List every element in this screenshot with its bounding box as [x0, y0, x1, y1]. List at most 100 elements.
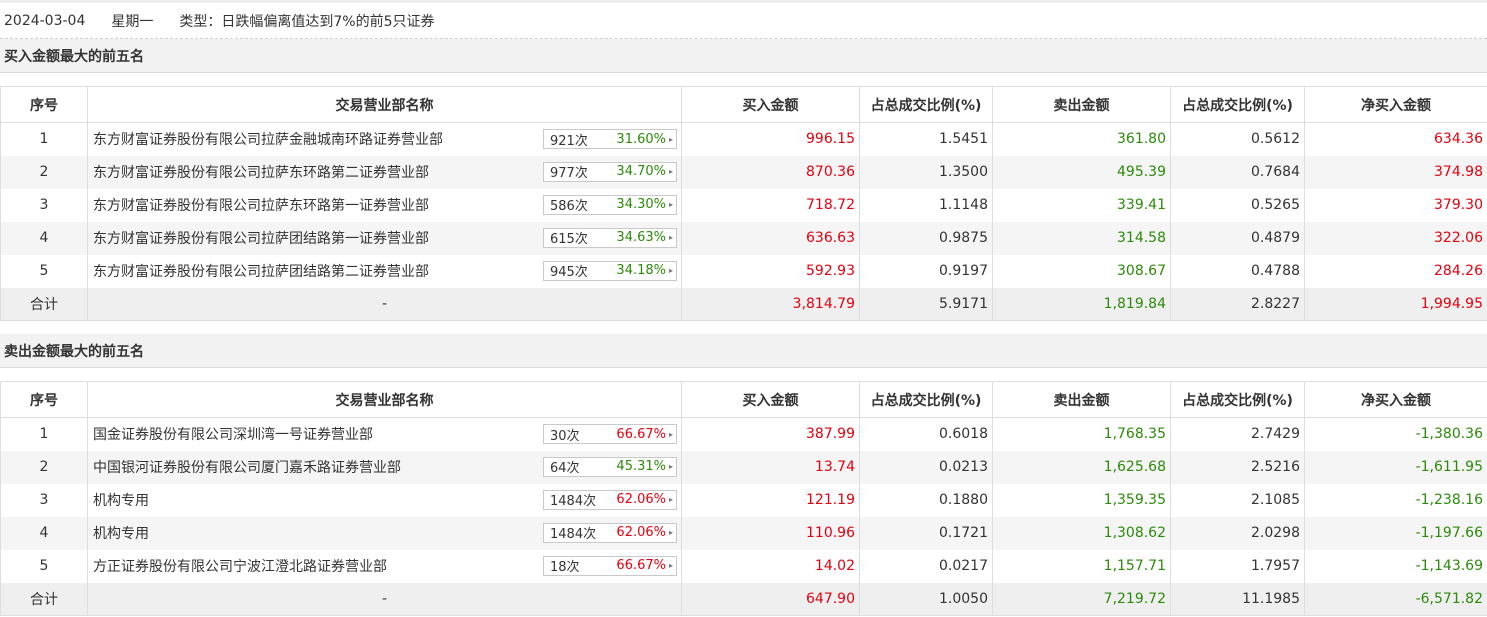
broker-stats-button[interactable]: 1484次 62.06% ▸ — [543, 489, 677, 510]
caret-right-icon: ▸ — [668, 528, 673, 537]
buy-amount: 636.63 — [681, 221, 860, 255]
broker-stats-button[interactable]: 30次 66.67% ▸ — [543, 424, 677, 444]
success-rate: 34.63% — [616, 230, 666, 245]
sell-amount: 1,768.35 — [992, 417, 1171, 451]
buy-top5-title: 买入金额最大的前五名 — [0, 39, 1487, 73]
broker-cell: 东方财富证券股份有限公司拉萨团结路第二证券营业部 945次 34.18% ▸ — [87, 254, 682, 288]
sell-amount: 308.67 — [992, 254, 1171, 288]
table-row[interactable]: 3 东方财富证券股份有限公司拉萨东环路第一证券营业部 586次 34.30% ▸ 718.… — [0, 188, 1487, 222]
total-name: - — [87, 582, 682, 616]
broker-stats-button[interactable]: 945次 34.18% ▸ — [543, 260, 677, 281]
net-amount: 374.98 — [1304, 155, 1487, 189]
broker-stats-button[interactable]: 64次 45.31% ▸ — [543, 456, 677, 477]
table-header-row: 序号 交易营业部名称 买入金额 占总成交比例(%) 卖出金额 占总成交比例(%) 净买入金额 — [0, 86, 1487, 123]
sell-top5-title: 卖出金额最大的前五名 — [0, 334, 1487, 368]
appearance-count: 64次 — [550, 461, 580, 476]
caret-right-icon: ▸ — [668, 200, 673, 209]
rank-cell: 5 — [0, 549, 88, 583]
appearance-count: 586次 — [550, 199, 588, 214]
broker-stats-button[interactable]: 18次 66.67% ▸ — [543, 555, 677, 576]
broker-name-link[interactable]: 东方财富证券股份有限公司拉萨东环路第一证券营业部 — [93, 198, 429, 214]
broker-stats-button[interactable]: 977次 34.70% ▸ — [543, 161, 677, 182]
rank-cell: 1 — [0, 122, 88, 156]
total-sell-amount: 1,819.84 — [992, 287, 1171, 321]
top-divider — [0, 0, 1487, 3]
buy-amount: 14.02 — [681, 549, 860, 583]
buy-ratio: 0.0217 — [859, 549, 993, 583]
buy-ratio: 0.0213 — [859, 450, 993, 484]
column-header: 占总成交比例(%) — [1170, 381, 1305, 418]
table-row[interactable]: 1 国金证券股份有限公司深圳湾一号证券营业部 30次 66.67% ▸ 387.99 0.6… — [0, 417, 1487, 451]
total-row: 合计 -647.90 1.0050 7,219.72 11.1985 -6,571.82 — [0, 582, 1487, 616]
total-buy-amount: 647.90 — [681, 582, 860, 616]
broker-name-link[interactable]: 机构专用 — [93, 526, 149, 542]
table-row[interactable]: 5 东方财富证券股份有限公司拉萨团结路第二证券营业部 945次 34.18% ▸ 592.… — [0, 254, 1487, 288]
broker-name-link[interactable]: 东方财富证券股份有限公司拉萨东环路第二证券营业部 — [93, 165, 429, 181]
caret-right-icon: ▸ — [668, 266, 673, 275]
caret-right-icon: ▸ — [668, 134, 673, 144]
table-header-row: 序号 交易营业部名称 买入金额 占总成交比例(%) 卖出金额 占总成交比例(%) 净买入金额 — [0, 381, 1487, 418]
column-header: 序号 — [0, 381, 88, 418]
table-row[interactable]: 1 东方财富证券股份有限公司拉萨金融城南环路证券营业部 921次 31.60% ▸ 996… — [0, 122, 1487, 156]
rank-cell: 4 — [0, 221, 88, 255]
sell-amount: 1,359.35 — [992, 483, 1171, 517]
caret-right-icon: ▸ — [668, 233, 673, 242]
rank-cell: 3 — [0, 188, 88, 222]
broker-name-link[interactable]: 东方财富证券股份有限公司拉萨团结路第一证券营业部 — [93, 231, 429, 247]
net-amount: -1,611.95 — [1304, 450, 1487, 484]
rank-cell: 2 — [0, 155, 88, 189]
sell-amount: 1,157.71 — [992, 549, 1171, 583]
broker-name-link[interactable]: 国金证券股份有限公司深圳湾一号证券营业部 — [93, 427, 373, 444]
broker-stats-button[interactable]: 921次 31.60% ▸ — [543, 129, 677, 149]
rank-cell: 4 — [0, 516, 88, 550]
table-row[interactable]: 2 东方财富证券股份有限公司拉萨东环路第二证券营业部 977次 34.70% ▸ 870.… — [0, 155, 1487, 189]
appearance-count: 30次 — [550, 428, 580, 444]
column-header: 买入金额 — [681, 86, 860, 123]
net-amount: 284.26 — [1304, 254, 1487, 288]
broker-name-link[interactable]: 东方财富证券股份有限公司拉萨金融城南环路证券营业部 — [93, 132, 443, 149]
sell-ratio: 0.4788 — [1170, 254, 1305, 288]
net-amount: -1,197.66 — [1304, 516, 1487, 550]
broker-cell: 机构专用 1484次 62.06% ▸ — [87, 483, 682, 517]
list-type: 类型：日跌幅偏离值达到7%的前5只证券 — [179, 13, 435, 30]
total-buy-amount: 3,814.79 — [681, 287, 860, 321]
rank-cell: 3 — [0, 483, 88, 517]
section-gap — [0, 73, 1487, 86]
broker-cell: 东方财富证券股份有限公司拉萨团结路第一证券营业部 615次 34.63% ▸ — [87, 221, 682, 255]
sell-amount: 314.58 — [992, 221, 1171, 255]
success-rate: 62.06% — [616, 525, 666, 540]
buy-top5-table: 序号 交易营业部名称 买入金额 占总成交比例(%) 卖出金额 占总成交比例(%) 净买入金额… — [0, 86, 1487, 321]
column-header: 卖出金额 — [992, 381, 1171, 418]
broker-stats-button[interactable]: 586次 34.30% ▸ — [543, 194, 677, 215]
broker-name-link[interactable]: 东方财富证券股份有限公司拉萨团结路第二证券营业部 — [93, 264, 429, 280]
buy-amount: 110.96 — [681, 516, 860, 550]
sell-amount: 339.41 — [992, 188, 1171, 222]
buy-ratio: 0.1721 — [859, 516, 993, 550]
table-row[interactable]: 5 方正证券股份有限公司宁波江澄北路证券营业部 18次 66.67% ▸ 14.02 0.0… — [0, 549, 1487, 583]
broker-name-link[interactable]: 机构专用 — [93, 493, 149, 509]
rank-cell: 5 — [0, 254, 88, 288]
success-rate: 66.67% — [616, 558, 666, 573]
table-row[interactable]: 4 东方财富证券股份有限公司拉萨团结路第一证券营业部 615次 34.63% ▸ 636.… — [0, 221, 1487, 255]
broker-stats-button[interactable]: 1484次 62.06% ▸ — [543, 522, 677, 543]
table-row[interactable]: 2 中国银河证券股份有限公司厦门嘉禾路证券营业部 64次 45.31% ▸ 13.74 0.… — [0, 450, 1487, 484]
rank-cell: 1 — [0, 417, 88, 451]
net-amount: 634.36 — [1304, 122, 1487, 156]
caret-right-icon: ▸ — [668, 429, 673, 439]
buy-amount: 387.99 — [681, 417, 860, 451]
broker-name-link[interactable]: 中国银河证券股份有限公司厦门嘉禾路证券营业部 — [93, 460, 401, 476]
broker-name-link[interactable]: 方正证券股份有限公司宁波江澄北路证券营业部 — [93, 559, 387, 575]
buy-ratio: 0.9875 — [859, 221, 993, 255]
caret-right-icon: ▸ — [668, 495, 673, 504]
table-row[interactable]: 4 机构专用 1484次 62.06% ▸ 110.96 0.1721 1,308.62 2.0… — [0, 516, 1487, 550]
sell-amount: 1,625.68 — [992, 450, 1171, 484]
appearance-count: 945次 — [550, 265, 588, 280]
table-row[interactable]: 3 机构专用 1484次 62.06% ▸ 121.19 0.1880 1,359.35 2.1… — [0, 483, 1487, 517]
buy-amount: 996.15 — [681, 122, 860, 156]
buy-ratio: 1.3500 — [859, 155, 993, 189]
column-header: 占总成交比例(%) — [859, 381, 993, 418]
trade-date: 2024-03-04 — [4, 12, 86, 29]
net-amount: -1,143.69 — [1304, 549, 1487, 583]
column-header: 卖出金额 — [992, 86, 1171, 123]
broker-stats-button[interactable]: 615次 34.63% ▸ — [543, 227, 677, 248]
